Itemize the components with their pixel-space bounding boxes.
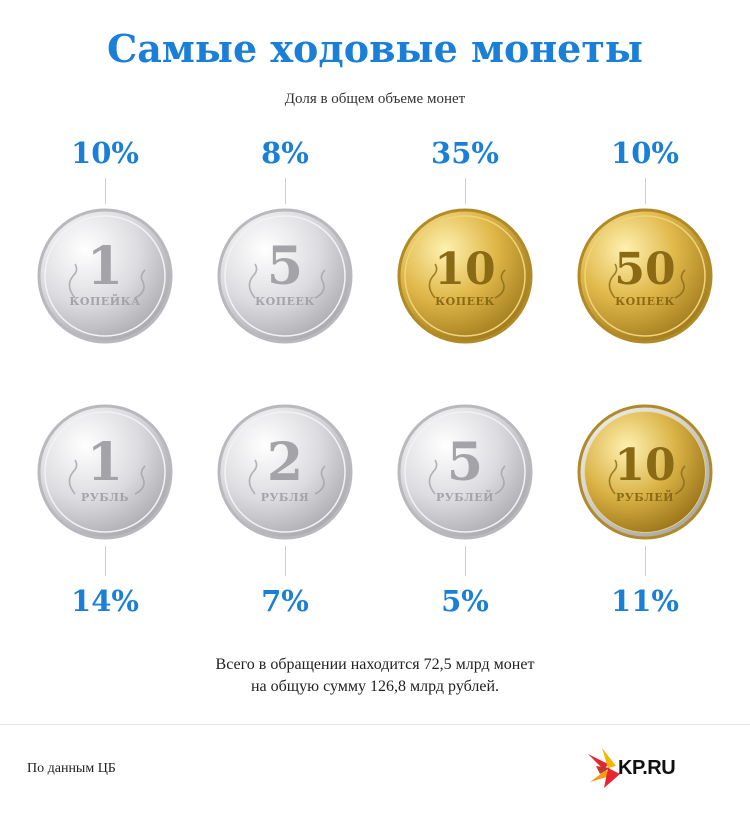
total-line-2: на общую сумму 126,8 млрд рублей. xyxy=(250,678,499,695)
coin-share-10-rubles: 11% xyxy=(611,584,679,618)
total-line-1: Всего в обращении находится 72,5 млрд мо… xyxy=(215,656,535,673)
coin-denomination: 10 xyxy=(614,440,675,491)
leader-line xyxy=(465,546,466,576)
leader-line xyxy=(285,178,286,204)
coin-unit-label: РУБЛЬ xyxy=(81,491,129,504)
coin-unit-label: КОПЕЕК xyxy=(615,295,675,308)
coin-denomination: 10 xyxy=(434,244,495,295)
coin-share-5-rubles: 5% xyxy=(441,584,489,618)
leader-line xyxy=(645,546,646,576)
page-subtitle: Доля в общем объеме монет xyxy=(284,91,466,107)
coin-denomination: 50 xyxy=(614,244,675,295)
coin-unit-label: КОПЕЕК xyxy=(255,295,315,308)
leader-line xyxy=(465,178,466,204)
leader-line xyxy=(645,178,646,204)
page-title: Самые ходовые монеты xyxy=(107,26,643,71)
leader-line xyxy=(105,546,106,576)
coin-denomination: 5 xyxy=(267,236,303,297)
coin-denomination: 1 xyxy=(87,236,123,297)
coin-unit-label: РУБЛЯ xyxy=(261,491,310,504)
coin-10-kopecks: 10 КОПЕЕК xyxy=(395,206,535,346)
coin-50-kopecks: 50 КОПЕЕК xyxy=(575,206,715,346)
leader-line xyxy=(285,546,286,576)
leader-line xyxy=(105,178,106,204)
coin-share-1-kopeck: 10% xyxy=(71,136,139,170)
coin-1-kopeck: 1 КОПЕЙКА xyxy=(35,206,175,346)
coin-denomination: 5 xyxy=(447,432,483,493)
total-circulation-note: Всего в обращении находится 72,5 млрд мо… xyxy=(0,654,750,698)
coin-unit-label: КОПЕЙКА xyxy=(69,293,140,308)
source-note: По данным ЦБ xyxy=(27,761,116,776)
kp-bird-logo-icon xyxy=(588,748,620,788)
coin-10-rubles: 10 РУБЛЕЙ xyxy=(575,402,715,542)
coin-1-ruble: 1 РУБЛЬ xyxy=(35,402,175,542)
coin-5-kopecks: 5 КОПЕЕК xyxy=(215,206,355,346)
kp-logo-text: KP.RU xyxy=(618,757,676,779)
coin-2-rubles: 2 РУБЛЯ xyxy=(215,402,355,542)
coin-share-1-ruble: 14% xyxy=(71,584,139,618)
coin-share-50-kopecks: 10% xyxy=(611,136,679,170)
coin-share-10-kopecks: 35% xyxy=(431,136,499,170)
coin-denomination: 2 xyxy=(267,432,303,493)
coin-denomination: 1 xyxy=(87,432,123,493)
coin-unit-label: РУБЛЕЙ xyxy=(436,489,494,504)
coin-share-5-kopecks: 8% xyxy=(261,136,309,170)
coin-unit-label: РУБЛЕЙ xyxy=(616,489,674,504)
coin-unit-label: КОПЕЕК xyxy=(435,295,495,308)
coin-share-2-rubles: 7% xyxy=(261,584,309,618)
coin-5-rubles: 5 РУБЛЕЙ xyxy=(395,402,535,542)
footer-divider xyxy=(0,724,750,725)
